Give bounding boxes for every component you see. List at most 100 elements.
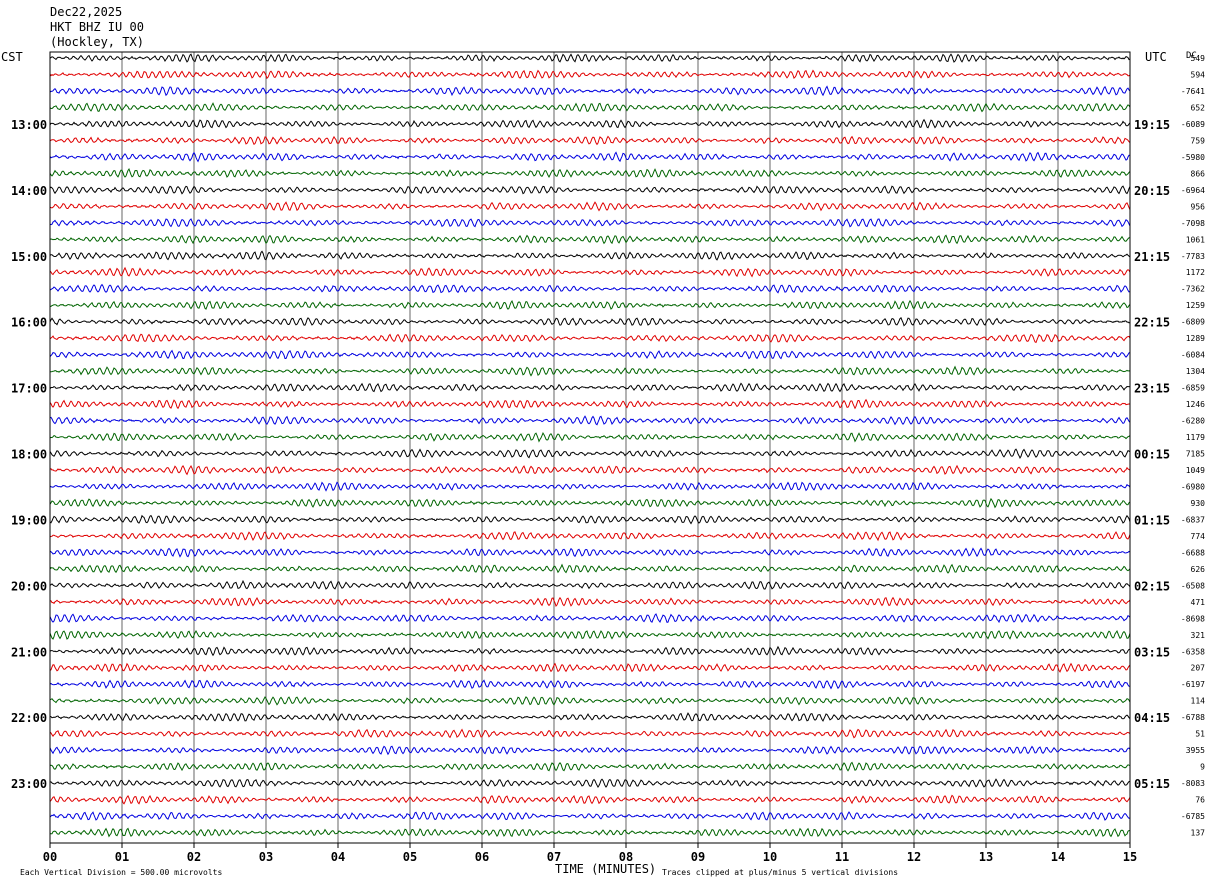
dc-offset-value: 51: [1195, 730, 1205, 739]
seismic-trace: [49, 645, 1131, 657]
seismic-trace: [49, 333, 1131, 344]
seismic-trace: [49, 481, 1131, 492]
dc-offset-value: -6785: [1181, 812, 1205, 821]
seismic-trace: [50, 827, 1130, 838]
dc-offset-value: -5980: [1181, 153, 1205, 162]
seismic-trace: [49, 563, 1131, 574]
x-tick-label: 14: [1051, 850, 1065, 864]
cst-hour-label: 16:00: [11, 316, 47, 330]
x-tick-label: 01: [115, 850, 129, 864]
seismic-trace: [49, 679, 1130, 690]
dc-offset-labels: 549 594 -7641 652 -6089 759 -5980 866 -6964 956 -7…: [1181, 54, 1205, 838]
x-tick-label: 13: [979, 850, 993, 864]
dc-offset-value: -6688: [1181, 548, 1205, 557]
dc-offset-value: -7641: [1181, 87, 1205, 96]
dc-offset-value: -8083: [1181, 779, 1205, 788]
dc-offset-value: 1304: [1186, 367, 1205, 376]
seismic-trace: [49, 778, 1131, 788]
seismic-trace: [50, 299, 1131, 310]
dc-offset-value: -6980: [1181, 482, 1205, 491]
cst-hour-label: 18:00: [11, 448, 47, 462]
dc-offset-value: 626: [1191, 565, 1206, 574]
cst-hour-label: 17:00: [11, 382, 47, 396]
x-tick-label: 11: [835, 850, 849, 864]
x-tick-label: 10: [763, 850, 777, 864]
seismic-trace: [49, 102, 1131, 113]
cst-hour-label: 21:00: [11, 645, 47, 659]
dc-label: DC: [1186, 51, 1197, 61]
dc-offset-value: -7362: [1181, 285, 1205, 294]
utc-hour-label: 20:15: [1134, 184, 1170, 198]
header-location: (Hockley, TX): [50, 35, 144, 49]
right-zone-label: UTC: [1145, 50, 1167, 64]
seismic-trace: [49, 349, 1131, 360]
cst-hour-label: 15:00: [11, 250, 47, 264]
seismic-trace: [49, 662, 1131, 673]
dc-offset-value: 137: [1191, 829, 1206, 838]
seismic-trace: [49, 283, 1131, 294]
seismic-trace: [49, 579, 1131, 590]
seismic-trace: [49, 531, 1131, 542]
dc-offset-value: -6089: [1181, 120, 1205, 129]
utc-hour-label: 22:15: [1134, 316, 1170, 330]
dc-offset-value: -6964: [1181, 186, 1205, 195]
seismic-trace: [49, 794, 1131, 805]
dc-offset-value: -6084: [1181, 351, 1205, 360]
seismic-trace: [49, 85, 1131, 97]
dc-offset-value: -6788: [1181, 713, 1205, 722]
seismic-trace: [49, 151, 1130, 163]
cst-hour-label: 22:00: [11, 711, 47, 725]
seismic-trace: [49, 431, 1131, 443]
dc-offset-value: 1061: [1186, 235, 1205, 244]
seismic-trace: [49, 53, 1131, 63]
right-hour-labels: 19:15 20:15 21:15 22:15 23:15 00:15 01:15 02:15…: [1134, 118, 1170, 791]
seismic-trace: [49, 185, 1131, 195]
x-tick-label: 06: [475, 850, 489, 864]
seismic-trace: [49, 448, 1131, 459]
dc-offset-value: 3955: [1186, 746, 1205, 755]
cst-hour-label: 14:00: [11, 184, 47, 198]
dc-offset-value: -6197: [1181, 680, 1205, 689]
utc-hour-label: 23:15: [1134, 382, 1170, 396]
dc-offset-value: -6280: [1181, 417, 1205, 426]
seismic-trace: [49, 266, 1131, 278]
x-tick-label: 12: [907, 850, 921, 864]
seismic-trace: [49, 497, 1131, 509]
seismic-trace: [49, 696, 1131, 706]
dc-offset-value: 1049: [1186, 466, 1205, 475]
dc-offset-value: 1179: [1186, 433, 1205, 442]
clip-note: Traces clipped at plus/minus 5 vertical …: [662, 868, 898, 877]
left-hour-labels: 13:00 14:00 15:00 16:00 17:00 18:00 19:00 20:00…: [11, 118, 47, 791]
dc-offset-value: -6859: [1181, 384, 1205, 393]
dc-offset-value: 114: [1191, 697, 1206, 706]
utc-hour-label: 19:15: [1134, 118, 1170, 132]
seismic-trace: [49, 218, 1131, 228]
cst-hour-label: 20:00: [11, 579, 47, 593]
seismic-trace: [49, 234, 1130, 245]
x-tick-label: 15: [1123, 850, 1137, 864]
utc-hour-label: 05:15: [1134, 777, 1170, 791]
seismic-trace: [49, 629, 1131, 640]
dc-offset-value: 956: [1191, 202, 1206, 211]
seismic-trace: [49, 382, 1131, 393]
dc-offset-value: 1289: [1186, 334, 1205, 343]
seismic-trace: [49, 316, 1131, 327]
seismic-trace: [49, 728, 1131, 739]
header-station: HKT BHZ IU 00: [50, 20, 144, 34]
dc-offset-value: -6358: [1181, 647, 1205, 656]
dc-offset-value: 594: [1191, 70, 1206, 79]
seismic-trace: [49, 712, 1131, 722]
x-tick-label: 04: [331, 850, 345, 864]
x-tick-label: 08: [619, 850, 633, 864]
seismic-trace: [49, 69, 1131, 80]
cst-hour-label: 19:00: [11, 513, 47, 527]
dc-offset-value: 1172: [1186, 268, 1205, 277]
x-tick-label: 07: [547, 850, 561, 864]
dc-offset-value: 774: [1191, 532, 1206, 541]
seismic-trace: [49, 745, 1131, 756]
dc-offset-value: 1259: [1186, 301, 1205, 310]
seismic-trace: [49, 613, 1131, 624]
seismic-trace: [49, 135, 1131, 146]
dc-offset-value: 759: [1191, 136, 1206, 145]
dc-offset-value: 9: [1200, 763, 1205, 772]
